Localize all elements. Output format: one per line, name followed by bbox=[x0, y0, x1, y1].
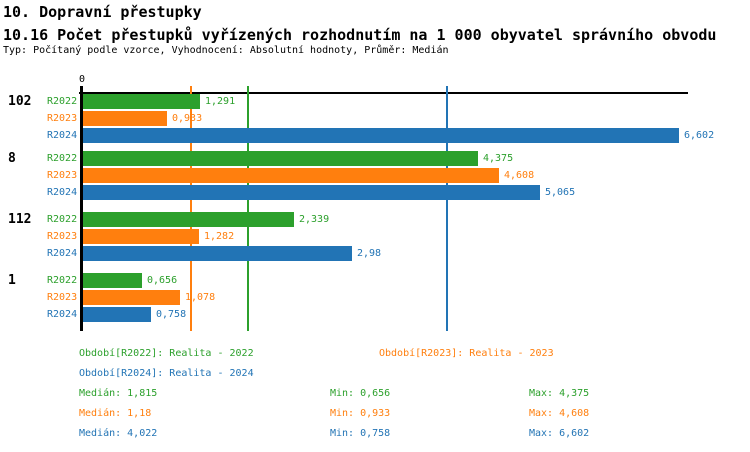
y-axis-line bbox=[80, 86, 83, 331]
category-label: 102 bbox=[8, 94, 32, 109]
series-row-label: R2022 bbox=[47, 275, 78, 286]
x-axis-zero-tick-label: 0 bbox=[78, 74, 86, 85]
bar-value-label: 0,758 bbox=[156, 309, 187, 320]
bar-value-label: 2,98 bbox=[357, 248, 382, 259]
series-row-label: R2023 bbox=[47, 292, 78, 303]
series-row-label: R2023 bbox=[47, 113, 78, 124]
series-row-label: R2024 bbox=[47, 130, 78, 141]
bar-r2022 bbox=[83, 212, 294, 227]
bar-r2024 bbox=[83, 307, 151, 322]
bar-value-label: 4,375 bbox=[483, 153, 514, 164]
page-title: 10. Dopravní přestupky bbox=[3, 3, 202, 21]
bar-r2024 bbox=[83, 185, 540, 200]
x-axis-line bbox=[79, 92, 688, 94]
median-line-r2023 bbox=[189, 86, 192, 331]
median-value: Medián: 4,022 bbox=[79, 428, 158, 439]
bar-r2024 bbox=[83, 246, 352, 261]
bar-r2022 bbox=[83, 94, 200, 109]
legend-item-r2024: Období[R2024]: Realita - 2024 bbox=[79, 368, 254, 379]
stats-row-r2022: Medián: 1,815 Min: 0,656 Max: 4,375 bbox=[0, 388, 750, 400]
median-line-r2022 bbox=[246, 86, 249, 331]
bar-value-label: 4,608 bbox=[504, 170, 535, 181]
median-value: Medián: 1,18 bbox=[79, 408, 152, 419]
category-label: 8 bbox=[8, 151, 16, 166]
bar-value-label: 1,291 bbox=[205, 96, 236, 107]
bar-value-label: 5,065 bbox=[545, 187, 576, 198]
indicator-title: 10.16 Počet přestupků vyřízených rozhodn… bbox=[3, 26, 717, 44]
series-row-label: R2024 bbox=[47, 187, 78, 198]
bar-value-label: 0,933 bbox=[172, 113, 203, 124]
series-row-label: R2022 bbox=[47, 214, 78, 225]
series-row-label: R2022 bbox=[47, 153, 78, 164]
bar-value-label: 2,339 bbox=[299, 214, 330, 225]
series-row-label: R2024 bbox=[47, 309, 78, 320]
bar-value-label: 6,602 bbox=[684, 130, 715, 141]
bar-r2024 bbox=[83, 128, 679, 143]
bar-r2023 bbox=[83, 229, 199, 244]
max-value: Max: 6,602 bbox=[529, 428, 590, 439]
bar-value-label: 1,078 bbox=[185, 292, 216, 303]
bar-value-label: 0,656 bbox=[147, 275, 178, 286]
max-value: Max: 4,375 bbox=[529, 388, 590, 399]
series-row-label: R2023 bbox=[47, 170, 78, 181]
stats-row-r2024: Medián: 4,022 Min: 0,758 Max: 6,602 bbox=[0, 428, 750, 440]
min-value: Min: 0,656 bbox=[330, 388, 391, 399]
category-label: 1 bbox=[8, 273, 16, 288]
bar-r2023 bbox=[83, 111, 167, 126]
legend-item-r2023: Období[R2023]: Realita - 2023 bbox=[379, 348, 554, 359]
series-row-label: R2024 bbox=[47, 248, 78, 259]
max-value: Max: 4,608 bbox=[529, 408, 590, 419]
stats-row-r2023: Medián: 1,18 Min: 0,933 Max: 4,608 bbox=[0, 408, 750, 420]
legend-item-r2022: Období[R2022]: Realita - 2022 bbox=[79, 348, 254, 359]
min-value: Min: 0,758 bbox=[330, 428, 391, 439]
bar-r2023 bbox=[83, 168, 499, 183]
category-label: 112 bbox=[8, 212, 32, 227]
bar-r2022 bbox=[83, 273, 142, 288]
bar-r2023 bbox=[83, 290, 180, 305]
min-value: Min: 0,933 bbox=[330, 408, 391, 419]
median-line-r2024 bbox=[446, 86, 449, 331]
bar-r2022 bbox=[83, 151, 478, 166]
series-row-label: R2023 bbox=[47, 231, 78, 242]
indicator-meta: Typ: Počítaný podle vzorce, Vyhodnocení:… bbox=[3, 45, 449, 56]
median-value: Medián: 1,815 bbox=[79, 388, 158, 399]
bar-value-label: 1,282 bbox=[204, 231, 235, 242]
series-row-label: R2022 bbox=[47, 96, 78, 107]
